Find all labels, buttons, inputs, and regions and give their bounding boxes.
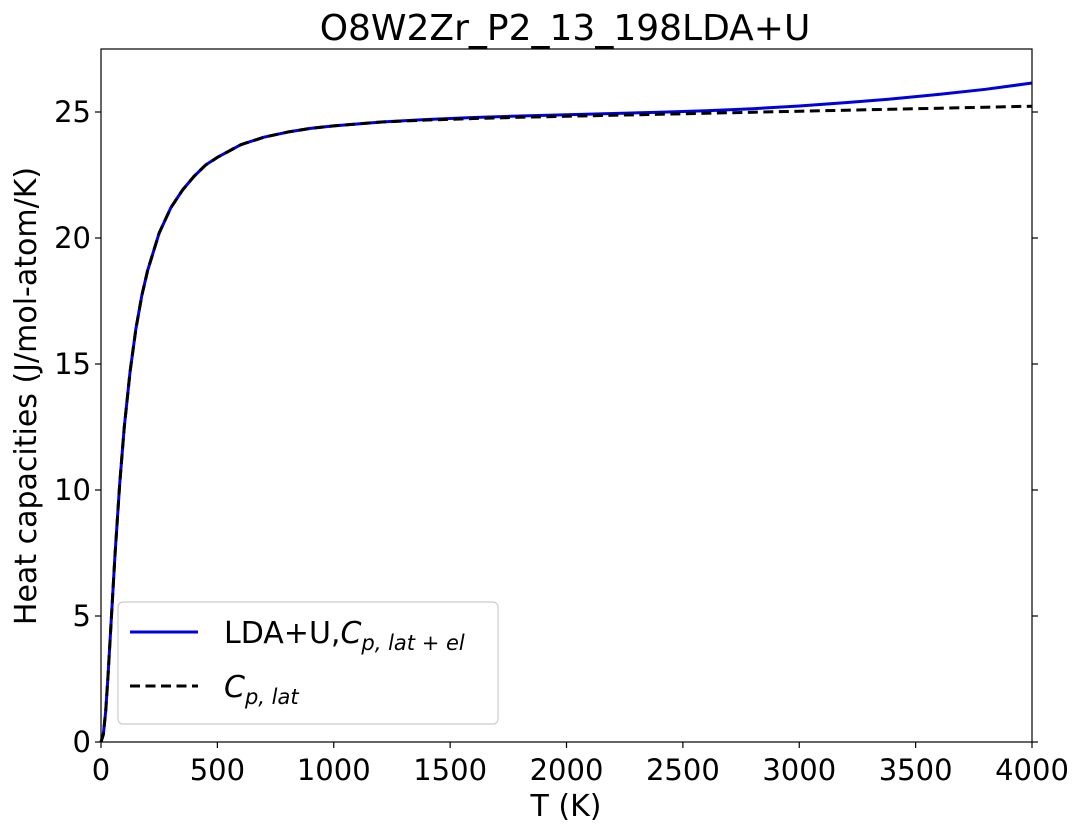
y-tick-label: 10 (54, 473, 91, 507)
x-tick-label: 3000 (762, 753, 836, 787)
y-tick-label: 5 (73, 599, 91, 633)
x-tick-label: 3500 (879, 753, 953, 787)
y-tick-label: 0 (73, 725, 91, 759)
legend-frame (117, 601, 499, 725)
chart-title: O8W2Zr_P2_13_198LDA+U (320, 8, 811, 49)
legend-label-lda-u-prefix: LDA+U, (224, 616, 340, 651)
x-tick-label: 2500 (646, 753, 720, 787)
y-axis-ticks: 0 5 10 15 20 25 (54, 95, 1038, 759)
y-axis-label: Heat capacities (J/mol-atom/K) (9, 167, 44, 625)
legend-label-cp-lat-subscript: p, lat (244, 685, 299, 709)
legend: LDA+U,Cp, lat + el Cp, lat (117, 601, 499, 725)
x-tick-label: 2000 (530, 753, 604, 787)
legend-label-cp-lat: Cp, lat (224, 670, 299, 709)
x-axis-ticks: 0 500 1000 1500 2000 2500 3000 3500 4000 (92, 742, 1069, 787)
series-layer (99, 81, 1033, 743)
x-axis-label: T (K) (530, 789, 602, 824)
x-tick-label: 4000 (995, 753, 1069, 787)
legend-label-cp-lat-symbol: C (224, 670, 245, 705)
x-tick-label: 1500 (413, 753, 487, 787)
y-tick-label: 25 (54, 95, 91, 129)
x-tick-label: 500 (190, 753, 245, 787)
series-line-cp-lat (99, 104, 1033, 743)
legend-label-lda-u-subscript: p, lat + el (360, 631, 464, 655)
x-tick-label: 1000 (297, 753, 371, 787)
y-tick-label: 20 (54, 221, 91, 255)
y-tick-label: 15 (54, 347, 91, 381)
x-tick-label: 0 (92, 753, 110, 787)
legend-label-lda-u-symbol: C (340, 616, 361, 651)
legend-label-lda-u: LDA+U,Cp, lat + el (224, 616, 465, 655)
